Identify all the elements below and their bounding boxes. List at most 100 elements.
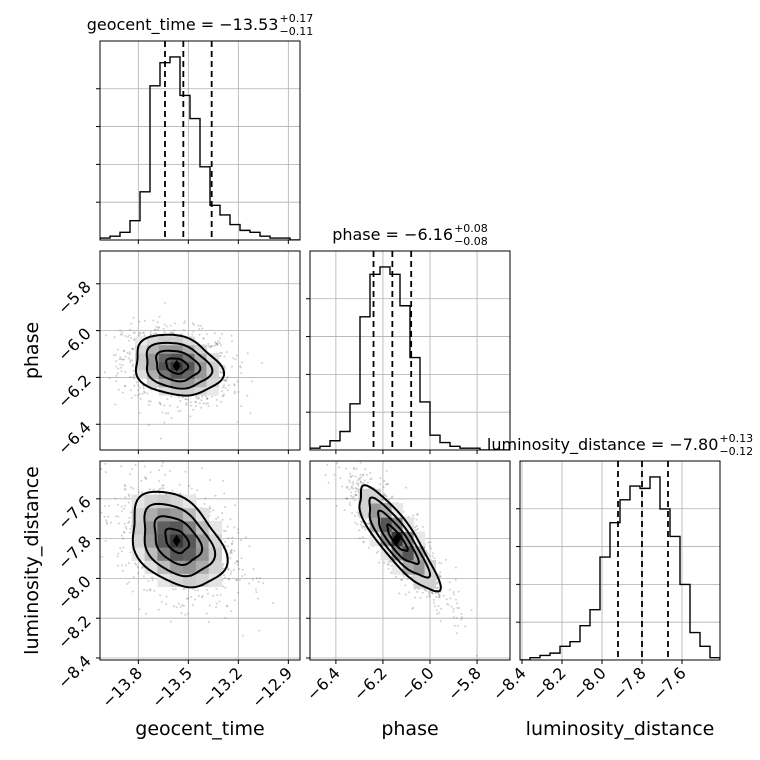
sample-point xyxy=(233,549,236,552)
sample-point xyxy=(127,581,130,584)
sample-point xyxy=(236,421,239,423)
panel-phase-luminosity_distance xyxy=(324,445,505,673)
sample-point xyxy=(406,578,409,581)
density-peak xyxy=(172,359,181,372)
sample-point xyxy=(189,401,192,404)
sample-point xyxy=(429,541,432,544)
sample-point xyxy=(345,497,348,500)
sample-point xyxy=(124,355,127,358)
sample-point xyxy=(223,384,225,387)
sample-point xyxy=(152,332,155,335)
sample-point xyxy=(455,632,458,635)
density-cell xyxy=(206,378,219,388)
sample-point xyxy=(167,412,170,415)
sample-point xyxy=(129,389,132,392)
sample-point xyxy=(127,493,130,496)
sample-point xyxy=(197,589,199,592)
sample-point xyxy=(503,671,505,673)
sample-point xyxy=(234,562,237,565)
density-cell xyxy=(369,517,382,532)
sample-point xyxy=(136,394,139,397)
sample-point xyxy=(147,580,150,582)
sample-point xyxy=(348,488,351,491)
sample-point xyxy=(230,334,233,337)
sample-point xyxy=(230,610,233,613)
sample-point xyxy=(364,468,367,471)
sample-point xyxy=(452,607,455,610)
sample-point xyxy=(157,608,160,611)
density-cell xyxy=(158,336,172,346)
sample-point xyxy=(220,352,223,355)
sample-point xyxy=(182,588,185,590)
sample-point xyxy=(182,604,185,607)
density-cell xyxy=(413,560,426,575)
sample-point xyxy=(237,531,240,534)
sample-point xyxy=(224,616,227,619)
sample-point xyxy=(391,495,394,498)
sample-point xyxy=(412,514,415,517)
sample-point xyxy=(440,562,443,565)
sample-point xyxy=(129,473,132,476)
sample-point xyxy=(434,605,436,607)
sample-point xyxy=(233,384,236,387)
sample-point xyxy=(209,507,212,510)
sample-point xyxy=(228,578,231,581)
sample-point xyxy=(388,563,390,566)
sample-point xyxy=(233,569,236,571)
sample-point xyxy=(135,563,138,566)
sample-point xyxy=(144,612,147,615)
density-cell xyxy=(144,560,158,574)
sample-point xyxy=(133,373,136,376)
sample-point xyxy=(138,331,141,334)
sample-point xyxy=(129,527,132,530)
sample-point xyxy=(347,452,349,454)
sample-point xyxy=(124,335,127,337)
sample-point xyxy=(123,349,126,352)
sample-point xyxy=(134,463,137,466)
sample-point xyxy=(127,562,130,565)
sample-point xyxy=(222,379,225,382)
sample-point xyxy=(439,620,442,623)
sample-point xyxy=(158,315,161,318)
sample-point xyxy=(438,561,441,564)
sample-point xyxy=(187,398,190,401)
sample-point xyxy=(455,598,458,601)
sample-point xyxy=(151,576,154,579)
sample-point xyxy=(141,392,144,395)
density-cell xyxy=(369,503,382,518)
sample-point xyxy=(344,445,346,447)
sample-point xyxy=(182,329,185,332)
sample-point xyxy=(179,492,182,495)
sample-point xyxy=(210,344,213,347)
sample-point xyxy=(139,397,142,400)
sample-point xyxy=(138,608,141,611)
sample-point xyxy=(224,530,227,533)
sample-point xyxy=(229,551,232,554)
sample-point xyxy=(160,487,163,490)
sample-point xyxy=(131,590,134,593)
sample-point xyxy=(180,612,183,614)
sample-point xyxy=(143,334,146,337)
sample-point xyxy=(168,469,171,472)
sample-point xyxy=(452,616,455,619)
sample-point xyxy=(196,397,199,400)
sample-point xyxy=(237,561,240,564)
sample-point xyxy=(128,351,131,354)
sample-point xyxy=(431,592,434,595)
sample-point xyxy=(354,490,357,493)
sample-point xyxy=(215,404,218,407)
sample-point xyxy=(206,588,208,591)
sample-point xyxy=(195,396,198,399)
sample-point xyxy=(121,331,124,334)
title-prefix: luminosity_distance = xyxy=(487,435,669,455)
panel-frame xyxy=(309,250,511,451)
sample-point xyxy=(386,482,389,485)
sample-point xyxy=(377,550,380,553)
sample-point xyxy=(240,405,243,408)
sample-point xyxy=(104,471,107,474)
sample-point xyxy=(163,473,166,476)
sample-point xyxy=(252,578,255,581)
sample-point xyxy=(153,589,156,592)
y-tick-label-luminosity_distance: −8.0 xyxy=(54,572,95,613)
sample-point xyxy=(165,412,168,415)
